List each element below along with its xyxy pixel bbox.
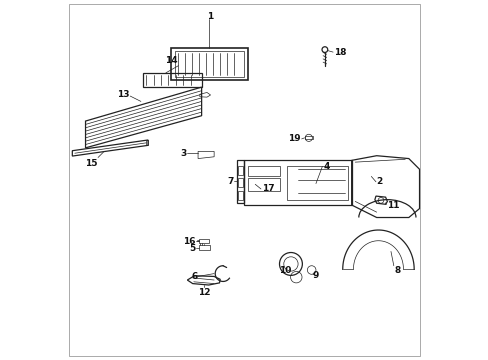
Text: 1: 1 [206, 12, 213, 21]
Text: 7: 7 [227, 177, 233, 186]
Text: 13: 13 [117, 90, 129, 99]
Text: 15: 15 [85, 158, 98, 167]
Bar [304, 136, 313, 139]
Text: 11: 11 [386, 201, 399, 210]
Text: 18: 18 [333, 48, 346, 57]
Text: 17: 17 [261, 184, 274, 193]
Text: 5: 5 [188, 244, 195, 253]
Text: 12: 12 [198, 288, 210, 297]
Text: 3: 3 [180, 149, 186, 158]
Text: 19: 19 [288, 134, 300, 143]
Text: 16: 16 [183, 237, 195, 246]
Text: 9: 9 [312, 271, 318, 280]
Text: 14: 14 [165, 56, 178, 65]
Bar [198, 246, 210, 250]
Bar [198, 239, 209, 243]
Text: 8: 8 [394, 266, 400, 275]
Text: 4: 4 [323, 162, 329, 171]
Text: 10: 10 [278, 266, 290, 275]
Text: 2: 2 [376, 177, 382, 186]
Text: 6: 6 [191, 272, 197, 281]
